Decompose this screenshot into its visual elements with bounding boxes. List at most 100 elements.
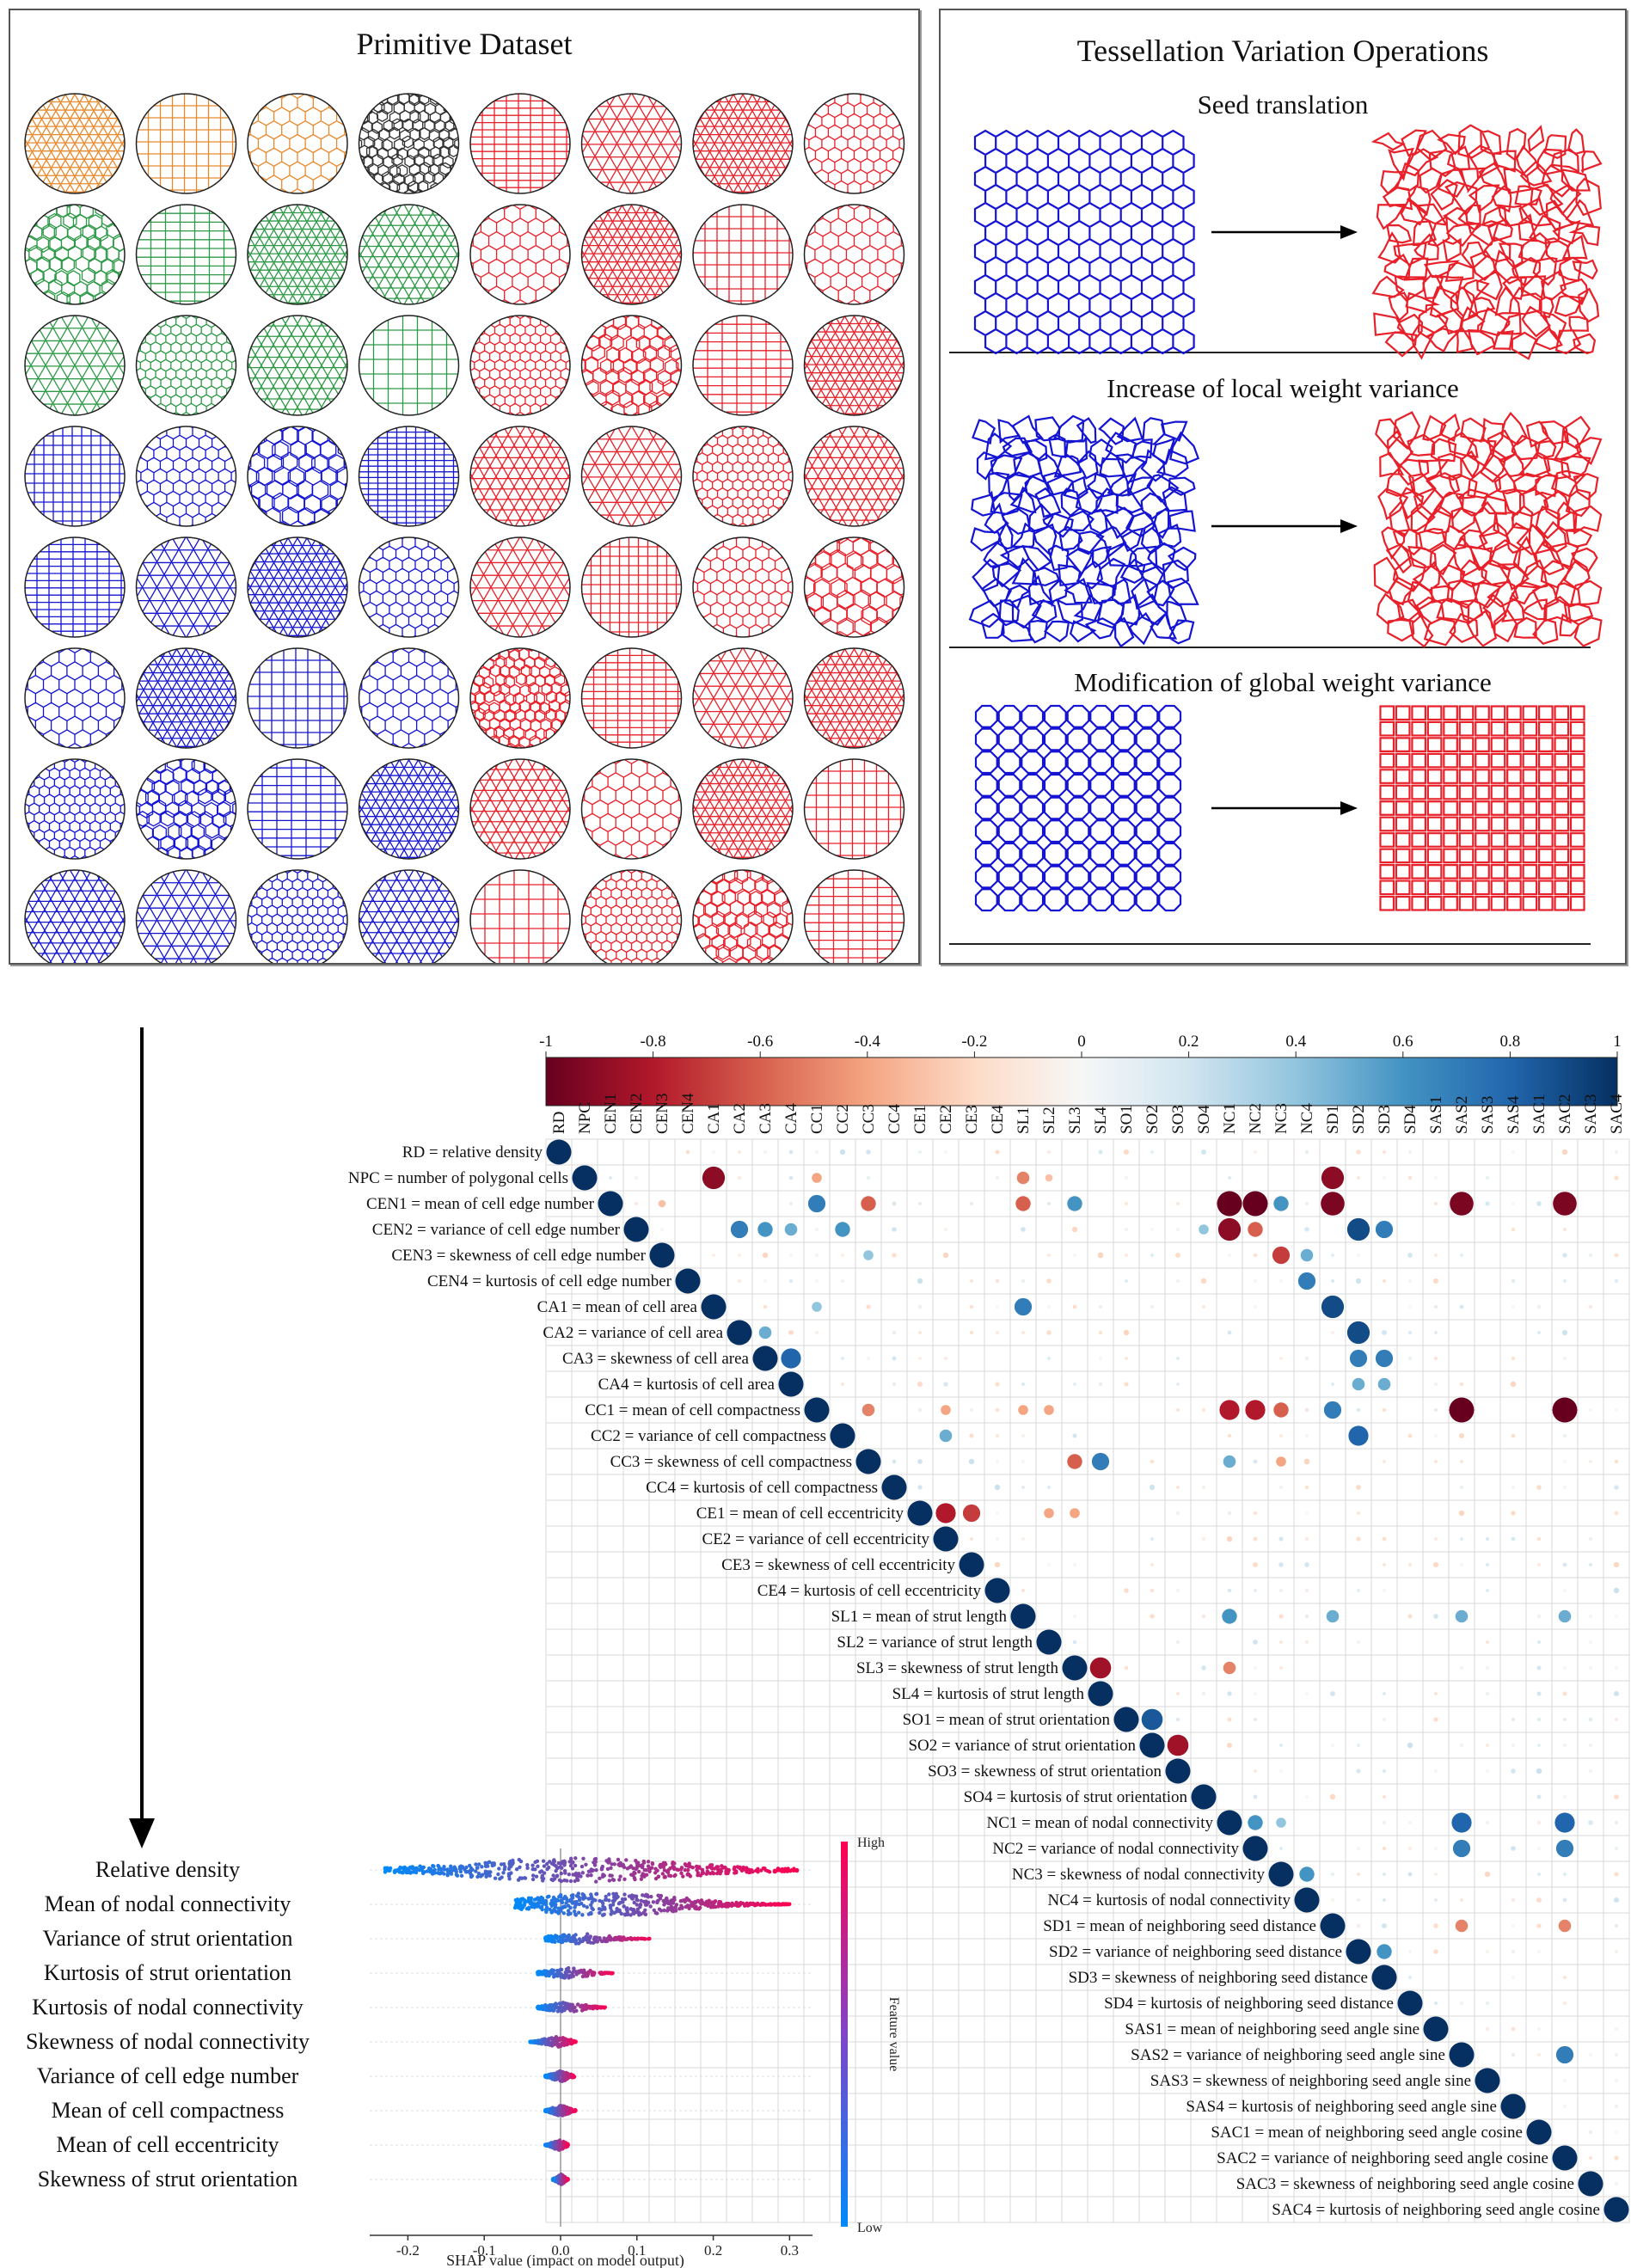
corr-marker — [994, 1561, 1001, 1568]
corr-marker — [1357, 1254, 1360, 1257]
corr-marker — [1589, 2156, 1592, 2160]
corr-col-label: CE1 — [911, 1105, 929, 1134]
pattern-outline — [24, 758, 126, 860]
corr-marker — [1330, 1278, 1335, 1284]
corr-row-label: SL2 = variance of strut length — [837, 1634, 1033, 1652]
corr-marker — [1511, 1227, 1516, 1232]
corr-marker — [1047, 1486, 1051, 1489]
corr-marker — [1279, 1279, 1283, 1283]
correlation-matrix: -1 -0.8 -0.6 -0.4 -0.2 0 0.2 0.4 0.6 0.8 1 RD NPC CEN… — [348, 1033, 1630, 2223]
corr-marker — [1433, 1717, 1438, 1722]
corr-col-label: CA1 — [705, 1103, 723, 1134]
corr-marker — [1139, 1732, 1165, 1758]
corr-row-label: RD = relative density — [402, 1143, 543, 1162]
corr-marker — [1227, 1717, 1232, 1722]
corr-marker — [1176, 1408, 1180, 1412]
corr-marker — [738, 1279, 741, 1283]
pattern-outline — [358, 315, 460, 416]
corr-row-label: SAS3 = skewness of neighboring seed angl… — [1150, 2072, 1471, 2090]
corr-row-label: SAS4 = kurtosis of neighboring seed angl… — [1186, 2098, 1497, 2116]
corr-marker — [1537, 1305, 1541, 1309]
shap-point-row — [543, 2104, 578, 2118]
corr-col-label: CC1 — [808, 1104, 826, 1134]
pattern-outline — [24, 426, 126, 527]
corr-marker — [1552, 1397, 1578, 1423]
corr-col-label: CA2 — [731, 1103, 749, 1134]
pattern-outline — [358, 93, 460, 194]
corr-marker — [1486, 1744, 1489, 1747]
corr-marker — [1561, 1329, 1568, 1336]
corr-marker — [738, 1150, 741, 1154]
corr-marker — [918, 1202, 922, 1205]
corr-marker — [1357, 1176, 1360, 1180]
divider-3 — [949, 943, 1591, 945]
corr-marker — [1536, 1691, 1542, 1696]
pattern-outline — [692, 204, 794, 305]
corr-marker — [1046, 1330, 1052, 1335]
corr-marker — [812, 1302, 822, 1312]
corr-marker — [1407, 1253, 1413, 1258]
corr-marker — [1072, 1304, 1077, 1309]
shap-point-row — [528, 2035, 578, 2049]
corr-marker — [1433, 1923, 1438, 1928]
corr-marker — [1434, 1769, 1438, 1773]
corr-marker — [1073, 1615, 1076, 1618]
corr-marker — [1536, 1897, 1542, 1903]
corr-marker — [1202, 1408, 1205, 1412]
corr-marker — [1036, 1629, 1062, 1655]
corr-marker — [635, 1176, 638, 1180]
tessellation-pattern-2-1 — [136, 316, 236, 415]
shap-point-row — [543, 1932, 652, 1946]
corr-marker — [1124, 1665, 1129, 1670]
corr-marker — [944, 1228, 947, 1231]
corr-marker — [918, 1150, 922, 1154]
shap-x-tick-label: 0.3 — [781, 2242, 799, 2259]
corr-col-label: SL2 — [1040, 1106, 1058, 1134]
corr-marker — [1346, 1939, 1371, 1965]
corr-marker — [1191, 1784, 1217, 1810]
tessellation-pattern-4-7 — [804, 537, 904, 637]
corr-marker — [1089, 1657, 1112, 1679]
corr-marker — [1537, 1744, 1541, 1747]
corr-marker — [996, 1434, 999, 1437]
corr-marker — [1589, 1460, 1592, 1463]
pattern-outline — [247, 426, 348, 527]
corr-marker — [1562, 1897, 1567, 1903]
corr-marker — [1511, 1846, 1516, 1851]
corr-row-label: SAC1 = mean of neighboring seed angle co… — [1211, 2124, 1523, 2142]
corr-marker — [1072, 1640, 1077, 1645]
corr-marker — [1356, 1149, 1361, 1155]
corr-marker — [1176, 1202, 1180, 1205]
corr-marker — [1537, 1615, 1541, 1618]
corr-marker — [1563, 1460, 1567, 1463]
corr-marker — [861, 1403, 875, 1417]
corr-marker — [1150, 1150, 1154, 1154]
corr-marker — [763, 1279, 767, 1283]
corr-marker — [1254, 1718, 1257, 1721]
corr-marker — [1511, 1744, 1515, 1747]
corr-row-label: CC1 = mean of cell compactness — [585, 1401, 800, 1419]
pattern-outline — [580, 204, 683, 305]
corr-marker — [1045, 1174, 1053, 1182]
corr-marker — [1460, 2001, 1463, 2005]
corr-marker — [996, 1511, 999, 1515]
pattern-outline — [135, 869, 237, 963]
tessellation-pattern-4-5 — [581, 537, 682, 637]
tessellation-pattern-1-3 — [359, 205, 459, 304]
corr-marker — [1253, 1459, 1258, 1464]
corr-marker — [1407, 1742, 1413, 1749]
corr-marker — [1578, 2171, 1603, 2197]
corr-marker — [1486, 1666, 1489, 1670]
shap-point-row — [550, 2172, 570, 2186]
corr-marker — [1254, 1305, 1257, 1309]
corr-marker — [758, 1326, 772, 1339]
corr-marker — [1047, 1305, 1051, 1309]
correlation-colorbar — [545, 1057, 1618, 1106]
corr-marker — [649, 1242, 675, 1268]
corr-marker — [1279, 1434, 1283, 1437]
corr-row-label: CA4 = kurtosis of cell area — [598, 1376, 776, 1394]
pattern-outline — [803, 315, 905, 416]
corr-marker — [1305, 1692, 1309, 1695]
colorbar-tick-label: -0.8 — [641, 1033, 666, 1051]
corr-marker — [1563, 2105, 1567, 2108]
